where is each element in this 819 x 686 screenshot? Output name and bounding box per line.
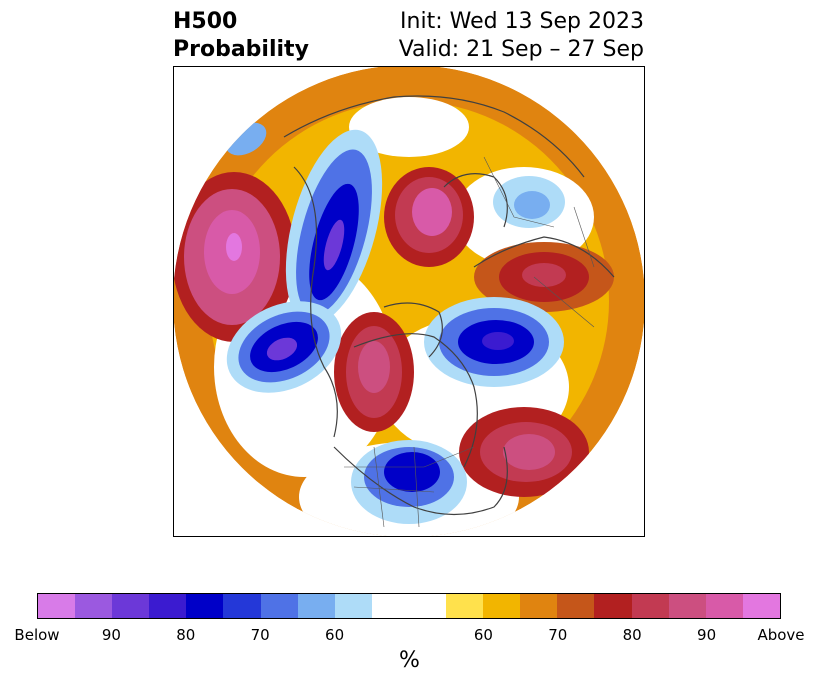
colorbar-tick-label: 70 — [250, 626, 270, 644]
colorbar-swatch — [297, 594, 335, 618]
colorbar-swatch — [149, 594, 187, 618]
colorbar-swatch — [112, 594, 150, 618]
above-se-3 — [503, 434, 555, 470]
colorbar-swatch — [38, 594, 76, 618]
below-s-3 — [384, 452, 440, 492]
init-date: Init: Wed 13 Sep 2023 — [400, 9, 644, 34]
coastlines — [283, 95, 615, 516]
colorbar-swatch — [75, 594, 113, 618]
colorbar-swatch — [334, 594, 372, 618]
neutral-n — [349, 97, 469, 157]
colorbar-tick-label: 90 — [697, 626, 717, 644]
colorbar — [37, 593, 781, 619]
below-ne-2 — [514, 191, 550, 219]
colorbar-tick-label: 70 — [548, 626, 568, 644]
colorbar-swatch — [705, 594, 743, 618]
map-svg — [174, 67, 644, 536]
colorbar-swatch — [631, 594, 669, 618]
colorbar-swatch — [186, 594, 224, 618]
colorbar-tick-label: 90 — [101, 626, 121, 644]
colorbar-swatch — [260, 594, 298, 618]
above-n-3 — [412, 188, 452, 236]
below-nw-4 — [323, 219, 345, 271]
colorbar-swatch — [483, 594, 521, 618]
colorbar-swatch — [742, 594, 780, 618]
below-ce-4 — [482, 332, 514, 350]
above-c-3 — [358, 341, 390, 393]
title-line-2: Probability — [173, 37, 309, 62]
borders — [344, 156, 595, 528]
colorbar-label: % — [399, 648, 420, 673]
title-line-1: H500 — [173, 9, 238, 34]
below-w-4 — [266, 337, 298, 361]
probability-map — [173, 66, 645, 537]
colorbar-tick-label: Above — [757, 626, 805, 644]
colorbar-tick-label: 80 — [622, 626, 642, 644]
chart-title: H500 Probability — [173, 8, 309, 64]
colorbar-swatch — [371, 594, 409, 618]
date-info: Init: Wed 13 Sep 2023 Valid: 21 Sep – 27… — [399, 8, 644, 64]
above-e-3 — [522, 263, 566, 287]
colorbar-tick-label: 60 — [473, 626, 493, 644]
colorbar-swatch — [446, 594, 484, 618]
colorbar-swatch — [557, 594, 595, 618]
colorbar-tick-label: Below — [14, 626, 60, 644]
colorbar-swatch — [594, 594, 632, 618]
colorbar-tick-label: 80 — [176, 626, 196, 644]
colorbar-swatch — [223, 594, 261, 618]
colorbar-ticks: Below 90 80 70 60 60 70 80 90 Above — [0, 626, 819, 646]
above-w-4 — [226, 233, 242, 261]
colorbar-swatch — [408, 594, 447, 618]
colorbar-swatch — [520, 594, 558, 618]
colorbar-tick-label: 60 — [325, 626, 345, 644]
valid-range: Valid: 21 Sep – 27 Sep — [398, 37, 644, 62]
colorbar-swatch — [668, 594, 706, 618]
